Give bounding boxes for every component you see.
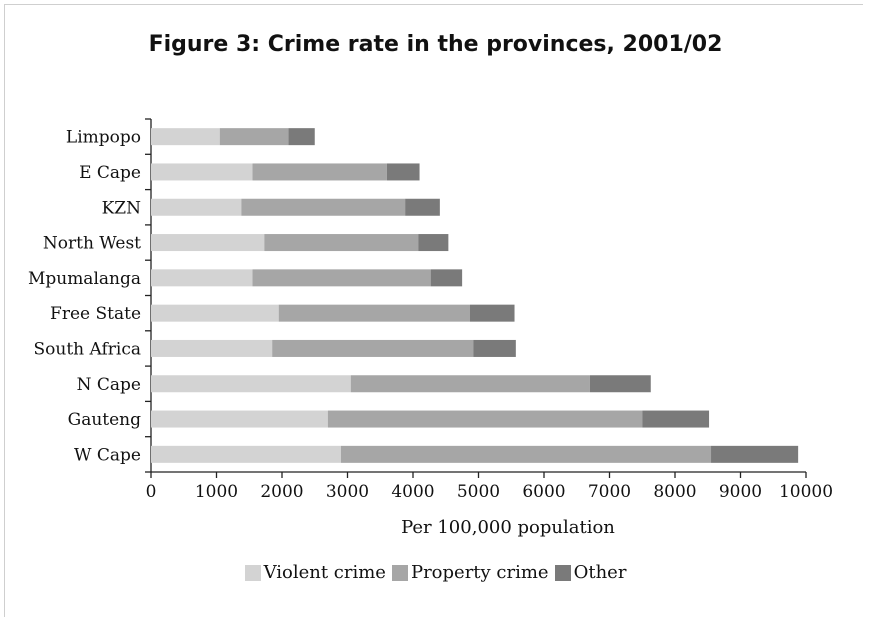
bar-segment-property-crime (252, 269, 431, 287)
category-label: N Cape (77, 375, 141, 395)
legend-item: Violent crime (244, 562, 386, 583)
bar-segment-other (288, 128, 315, 146)
category-label: W Cape (74, 445, 141, 465)
bar-segment-other (469, 304, 515, 322)
bar-segment-property-crime (327, 410, 643, 428)
x-tick-label: 8000 (653, 482, 696, 502)
bar-segment-property-crime (264, 234, 419, 252)
bar-segment-other (418, 234, 449, 252)
bar-segment-property-crime (272, 339, 474, 357)
bar-segment-violent-crime (151, 445, 341, 463)
x-tick-label: 6000 (522, 482, 565, 502)
bar-segment-property-crime (252, 163, 387, 181)
category-label: Limpopo (66, 128, 141, 148)
bar-segment-property-crime (241, 198, 406, 216)
bar-segment-property-crime (219, 128, 289, 146)
chart-legend: Violent crime Property crime Other (0, 562, 871, 583)
chart-title: Figure 3: Crime rate in the provinces, 2… (148, 32, 723, 57)
bar-segment-property-crime (340, 445, 712, 463)
bar-segment-violent-crime (151, 339, 273, 357)
category-label: E Cape (79, 163, 141, 183)
bar-segment-violent-crime (151, 269, 253, 287)
category-label: South Africa (33, 339, 141, 359)
legend-label: Other (573, 562, 627, 583)
bar-segment-other (405, 198, 440, 216)
bar-segment-other (589, 375, 651, 393)
bar-segment-property-crime (350, 375, 590, 393)
bar-segment-other (430, 269, 463, 287)
legend-item: Other (554, 562, 627, 583)
bar-segment-other (473, 339, 516, 357)
legend-label: Violent crime (263, 562, 386, 583)
x-tick-label: 1000 (195, 482, 238, 502)
x-axis-label: Per 100,000 population (401, 517, 615, 538)
x-tick-label: 7000 (588, 482, 631, 502)
x-tick-label: 3000 (326, 482, 369, 502)
legend-swatch (244, 564, 261, 581)
bar-segment-property-crime (278, 304, 470, 322)
category-label: North West (43, 234, 141, 254)
category-label: Mpumalanga (28, 269, 141, 289)
x-tick-label: 9000 (719, 482, 762, 502)
legend-swatch (391, 564, 408, 581)
bar-segment-violent-crime (151, 304, 279, 322)
bar-segment-violent-crime (151, 128, 220, 146)
legend-item: Property crime (391, 562, 549, 583)
bar-segment-other (642, 410, 710, 428)
bar-segment-other (711, 445, 799, 463)
category-label: Free State (50, 304, 141, 324)
x-tick-label: 2000 (260, 482, 303, 502)
x-tick-label: 10000 (779, 482, 833, 502)
category-label: KZN (102, 198, 142, 218)
bar-segment-violent-crime (151, 234, 265, 252)
x-tick-label: 4000 (391, 482, 434, 502)
bar-segment-violent-crime (151, 375, 351, 393)
bar-segment-violent-crime (151, 163, 253, 181)
category-label: Gauteng (68, 410, 142, 430)
legend-label: Property crime (410, 562, 549, 583)
x-tick-label: 5000 (457, 482, 500, 502)
legend-swatch (554, 564, 571, 581)
bar-segment-violent-crime (151, 410, 328, 428)
x-tick-label: 0 (146, 482, 157, 502)
bar-segment-other (386, 163, 420, 181)
bar-segment-violent-crime (151, 198, 242, 216)
